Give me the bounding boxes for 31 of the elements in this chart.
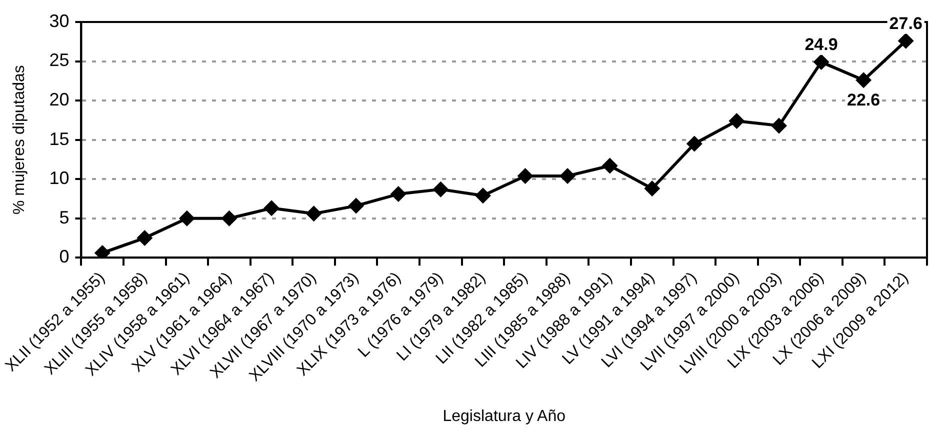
- point: [221, 210, 238, 226]
- y-tick-label: 20: [49, 90, 70, 110]
- data-label: 24.9: [804, 35, 838, 54]
- y-tick-label: 0: [59, 246, 70, 267]
- data-label: 22.6: [847, 90, 880, 110]
- y-tick-label: 5: [59, 207, 70, 228]
- y-axis-title: % mujeres diputadas: [11, 65, 28, 215]
- point: [644, 180, 660, 197]
- point: [306, 206, 322, 222]
- point: [686, 136, 702, 152]
- point: [898, 32, 914, 49]
- x-axis-title: Legislatura y Año: [442, 408, 566, 425]
- y-tick-label: 30: [49, 10, 70, 31]
- point: [432, 181, 449, 198]
- point: [474, 188, 491, 204]
- point: [178, 210, 195, 226]
- point: [264, 200, 280, 216]
- y-tick-label: 25: [49, 50, 70, 70]
- data-label: 27.6: [889, 14, 922, 34]
- point: [390, 186, 406, 202]
- y-tick-label: 15: [49, 128, 70, 149]
- point: [136, 230, 153, 246]
- y-tick-label: 10: [49, 168, 70, 188]
- point: [560, 168, 576, 184]
- point: [348, 198, 364, 214]
- point: [517, 168, 534, 184]
- point: [770, 118, 787, 134]
- point: [813, 54, 830, 70]
- point: [602, 158, 618, 174]
- point: [728, 112, 745, 129]
- point: [856, 72, 872, 88]
